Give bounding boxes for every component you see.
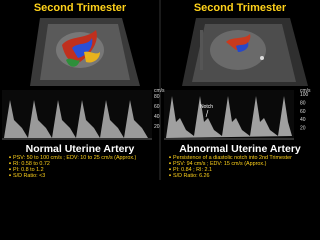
note: PI: 0.84 ; RI: 2.1 <box>173 167 212 173</box>
unit-label: cm/s <box>154 88 165 94</box>
caption: Normal Uterine Artery <box>26 143 135 155</box>
scale-label: 80 <box>300 100 306 106</box>
note: Persistence of a diastolic notch into 2n… <box>173 155 292 161</box>
bullet <box>169 156 171 159</box>
annotation: Notch <box>200 104 213 110</box>
right-ultrasound <box>182 18 308 86</box>
note: PI: 0.8 to 1.2 <box>13 167 44 173</box>
scale-label: 80 <box>154 94 160 100</box>
note: PSV: 94 cm/s ; EDV: 15 cm/s (Approx.) <box>173 161 267 167</box>
panel-title: Second Trimester <box>194 2 287 14</box>
left-ultrasound <box>30 18 140 86</box>
bullet <box>169 174 171 177</box>
scale-label: 20 <box>300 126 306 132</box>
bullet <box>169 162 171 165</box>
scale-label: 60 <box>300 109 306 115</box>
bullet <box>9 162 11 165</box>
note: S/D Ratio: <3 <box>13 173 45 179</box>
bullet <box>9 156 11 159</box>
scale-label: 60 <box>154 104 160 110</box>
scale-label: 100 <box>300 92 309 98</box>
scale-label: 20 <box>154 124 160 130</box>
scale-label: 40 <box>154 114 160 120</box>
bullet <box>9 174 11 177</box>
note: RI: 0.58 to 0.72 <box>13 161 50 167</box>
content: Second Trimester Normal Uterine Artery 80 6… <box>9 2 311 179</box>
bullet <box>169 168 171 171</box>
screen: Second Trimester Normal Uterine Artery 80 6… <box>2 0 312 180</box>
unit-label: cm/s <box>300 88 311 94</box>
caption: Abnormal Uterine Artery <box>179 143 301 155</box>
scale-label: 40 <box>300 117 306 123</box>
note: PSV: 50 to 100 cm/s ; EDV: 10 to 25 cm/s… <box>13 155 137 161</box>
panel-title: Second Trimester <box>34 2 127 14</box>
bullet <box>9 168 11 171</box>
left-doppler <box>2 90 152 140</box>
note: S/D Ratio: 6.26 <box>173 173 210 179</box>
right-doppler <box>164 90 294 140</box>
